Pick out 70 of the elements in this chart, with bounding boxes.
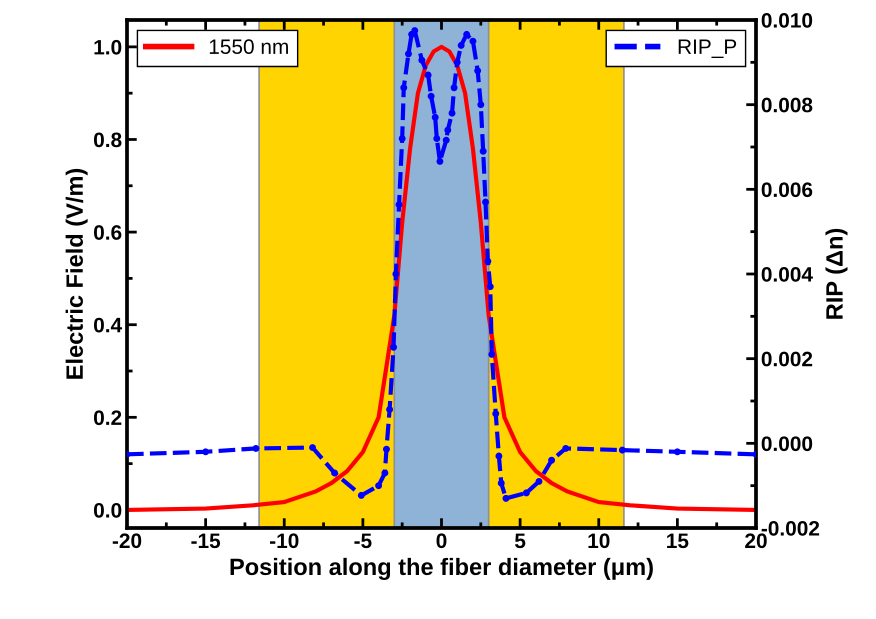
- point: [418, 56, 426, 64]
- point: [386, 406, 394, 413]
- y-axis-title: Electric Field (V/m): [66, 168, 88, 379]
- y2-tick-label: 0.006: [762, 182, 812, 198]
- y2-axis-title: RIP (Δn): [825, 228, 848, 319]
- point: [252, 444, 260, 452]
- point: [375, 482, 382, 490]
- x-tick-label: 0: [436, 533, 446, 548]
- point: [390, 344, 398, 351]
- point: [488, 350, 496, 358]
- legend-label: 1550 nm: [210, 39, 288, 54]
- x-tick-label: -15: [191, 534, 220, 548]
- x-tick-label: -5: [354, 534, 372, 548]
- x-tick-label: 5: [514, 534, 526, 548]
- point: [381, 469, 388, 476]
- y2-tick-label: 0.008: [762, 98, 812, 112]
- x-tick-label: -10: [270, 533, 298, 548]
- point: [400, 84, 408, 92]
- y2-tick-label: 0.004: [762, 267, 813, 282]
- point: [424, 72, 432, 79]
- point: [522, 489, 530, 496]
- point: [450, 84, 458, 92]
- point: [482, 198, 490, 206]
- point: [486, 283, 494, 290]
- point: [432, 114, 439, 121]
- y-tick-label: 0.0: [94, 502, 122, 518]
- legend-label: RIP_P: [678, 40, 736, 58]
- x-tick-label: -20: [112, 533, 142, 548]
- point: [492, 410, 500, 418]
- point: [469, 38, 476, 45]
- point: [548, 456, 556, 464]
- point: [618, 446, 626, 454]
- point: [358, 492, 365, 499]
- y-tick-label: 0.8: [94, 132, 122, 148]
- point: [428, 92, 435, 100]
- point: [448, 110, 456, 117]
- point: [444, 126, 452, 134]
- y-tick-label: 0.4: [94, 318, 122, 332]
- point: [398, 135, 406, 142]
- y-tick-label: 0.6: [94, 225, 122, 240]
- point: [202, 448, 210, 456]
- point: [474, 67, 482, 74]
- point: [498, 480, 505, 487]
- point: [495, 452, 502, 460]
- y2-tick-label: 0.000: [762, 436, 812, 452]
- point: [477, 101, 484, 108]
- y-tick-label: 1.0: [94, 40, 122, 55]
- x-tick-label: 15: [667, 534, 688, 548]
- point: [436, 158, 444, 165]
- point: [480, 148, 487, 155]
- y2-tick-label: 0.010: [762, 13, 812, 28]
- point: [392, 270, 400, 278]
- point: [331, 469, 338, 476]
- point: [405, 50, 412, 58]
- point: [433, 135, 440, 142]
- point: [442, 136, 450, 144]
- y2-tick-label: 0.002: [762, 352, 812, 366]
- point: [382, 446, 390, 453]
- point: [562, 444, 570, 452]
- y-tick-label: 0.2: [94, 410, 122, 426]
- point: [454, 58, 461, 66]
- point: [536, 478, 542, 485]
- x-axis-title: Position along the fiber diameter (μm): [230, 558, 653, 580]
- point: [396, 201, 403, 208]
- point: [502, 494, 510, 502]
- point: [484, 258, 492, 265]
- point: [458, 42, 465, 49]
- point: [674, 448, 681, 456]
- point: [309, 444, 316, 452]
- x-tick-label: 10: [588, 533, 610, 548]
